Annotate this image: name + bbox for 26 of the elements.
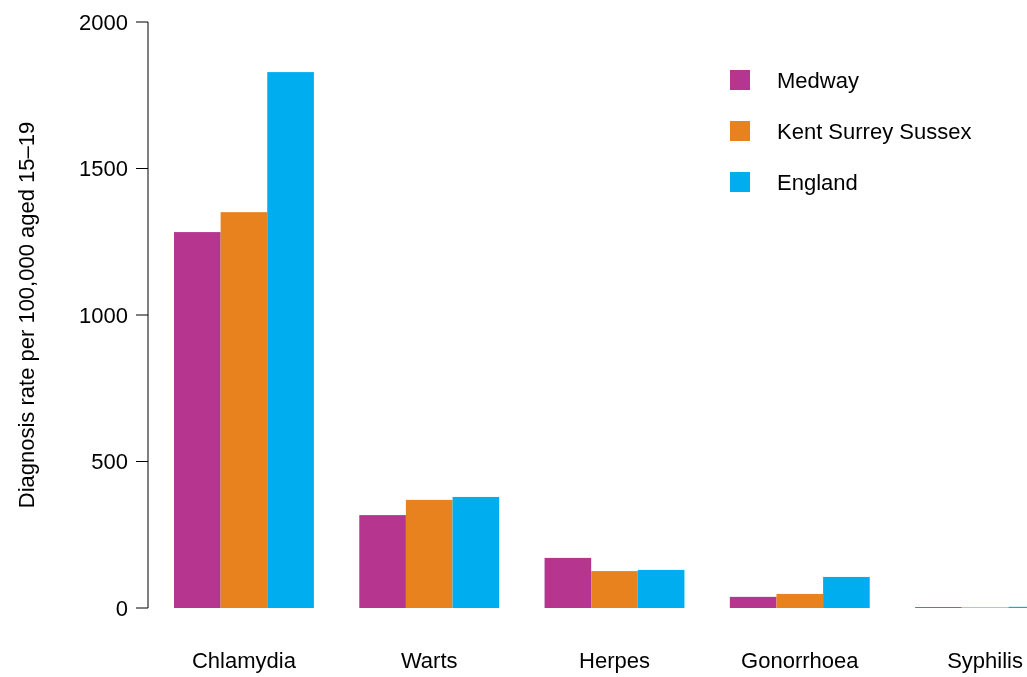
x-tick-label: Syphilis [947,648,1023,673]
x-tick-label: Herpes [579,648,650,673]
bar [776,593,824,608]
bar [637,569,685,608]
bar [544,557,592,608]
bar [405,499,453,608]
y-tick-label: 2000 [79,9,128,35]
bar [359,515,406,608]
legend-label: England [777,169,858,195]
y-tick-label: 0 [115,595,128,621]
y-axis-title: Diagnosis rate per 100,000 aged 15–19 [14,121,39,509]
x-tick-label: Warts [400,648,458,673]
x-tick-label: Gonorrhoea [741,648,860,673]
x-tick-label: Chlamydia [191,648,297,673]
y-tick-label: 500 [91,449,128,474]
legend-label: Kent Surrey Sussex [777,118,972,144]
bar [267,72,314,608]
bar [452,496,500,608]
bar [729,596,777,608]
legend-label: Medway [777,67,859,93]
bar [220,212,268,608]
bar [591,571,638,608]
y-tick-label: 1500 [79,156,128,181]
bar [823,576,870,608]
y-tick-label: 1000 [79,302,128,328]
bar [174,232,221,608]
